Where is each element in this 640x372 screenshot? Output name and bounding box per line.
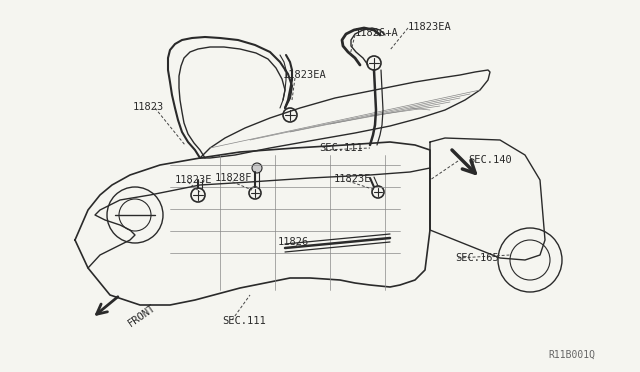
Text: SEC.111: SEC.111: [319, 143, 363, 153]
Text: R11B001Q: R11B001Q: [548, 350, 595, 360]
Text: SEC.140: SEC.140: [468, 155, 512, 165]
Circle shape: [252, 163, 262, 173]
Text: SEC.111: SEC.111: [222, 316, 266, 326]
Text: 11823: 11823: [133, 102, 164, 112]
Text: FRONT: FRONT: [126, 303, 157, 329]
Text: 11826: 11826: [278, 237, 309, 247]
Text: 11823E: 11823E: [334, 174, 371, 184]
Text: 11823E: 11823E: [175, 175, 212, 185]
Text: 11823EA: 11823EA: [283, 70, 327, 80]
Text: 11828F: 11828F: [215, 173, 253, 183]
Text: 11826+A: 11826+A: [355, 28, 399, 38]
Text: 11823EA: 11823EA: [408, 22, 452, 32]
Text: SEC.165: SEC.165: [455, 253, 499, 263]
